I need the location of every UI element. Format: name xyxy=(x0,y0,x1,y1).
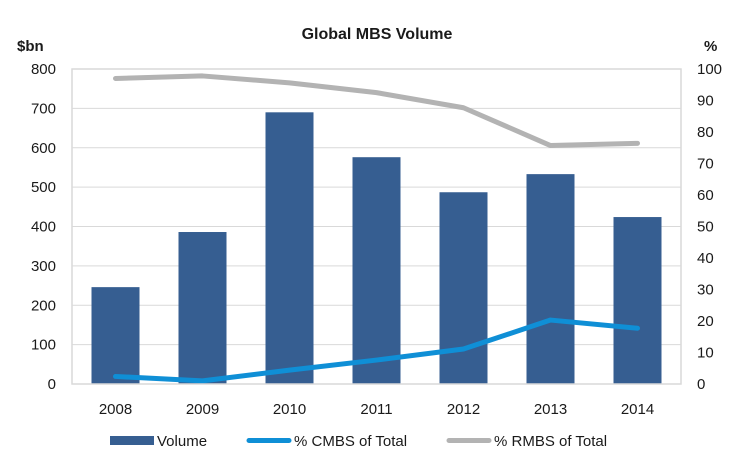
left-tick-label: 600 xyxy=(31,140,56,157)
right-tick-label: 90 xyxy=(697,93,714,110)
x-tick-label: 2014 xyxy=(621,401,654,418)
legend-item: % CMBS of Total xyxy=(246,433,407,450)
bar-2013 xyxy=(526,174,575,384)
left-tick-label: 0 xyxy=(48,376,56,393)
legend-item: % RMBS of Total xyxy=(446,433,607,450)
x-tick-label: 2010 xyxy=(273,401,306,418)
right-tick-label: 10 xyxy=(697,345,714,362)
x-tick-label: 2013 xyxy=(534,401,567,418)
right-tick-label: 20 xyxy=(697,313,714,330)
left-axis-unit-label: $bn xyxy=(17,38,44,55)
plot-area-border xyxy=(71,68,682,385)
legend-swatch-bar xyxy=(110,436,154,445)
right-tick-label: 50 xyxy=(697,219,714,236)
bar-2014 xyxy=(613,217,662,384)
right-axis-ticks: 0 10 20 30 40 50 60 70 80 90 100 xyxy=(697,61,722,393)
right-tick-label: 60 xyxy=(697,187,714,204)
right-tick-label: 70 xyxy=(697,156,714,173)
x-tick-label: 2008 xyxy=(99,401,132,418)
left-axis-ticks: 0 100 200 300 400 500 600 700 800 xyxy=(31,61,56,393)
legend-label: % RMBS of Total xyxy=(494,433,607,450)
left-tick-label: 200 xyxy=(31,297,56,314)
left-tick-label: 300 xyxy=(31,258,56,275)
chart-title: Global MBS Volume xyxy=(302,26,453,43)
left-tick-label: 400 xyxy=(31,219,56,236)
legend-label: Volume xyxy=(157,433,207,450)
bar-2010 xyxy=(265,112,314,384)
right-tick-label: 30 xyxy=(697,282,714,299)
left-tick-label: 100 xyxy=(31,337,56,354)
line-rmbs-of-total xyxy=(113,73,640,149)
x-axis-ticks: 2008 2009 2010 2011 2012 2013 2014 xyxy=(99,401,654,418)
legend: Volume % CMBS of Total % RMBS of Total xyxy=(110,433,607,450)
legend-item: Volume xyxy=(110,433,207,450)
right-tick-label: 0 xyxy=(697,376,705,393)
bar-2011 xyxy=(352,157,401,384)
line-cmbs-of-total xyxy=(113,317,640,384)
left-tick-label: 700 xyxy=(31,100,56,117)
bar-2012 xyxy=(439,192,488,384)
right-tick-label: 80 xyxy=(697,124,714,141)
x-tick-label: 2009 xyxy=(186,401,219,418)
x-tick-label: 2012 xyxy=(447,401,480,418)
legend-label: % CMBS of Total xyxy=(294,433,407,450)
bar-2008 xyxy=(91,287,140,384)
left-tick-label: 800 xyxy=(31,61,56,78)
bar-2009 xyxy=(178,232,227,384)
right-tick-label: 100 xyxy=(697,61,722,78)
x-tick-label: 2011 xyxy=(360,401,392,418)
right-tick-label: 40 xyxy=(697,250,714,267)
volume-bars xyxy=(91,112,662,384)
percentage-lines xyxy=(113,73,640,384)
right-axis-unit-label: % xyxy=(704,38,717,55)
left-tick-label: 500 xyxy=(31,179,56,196)
